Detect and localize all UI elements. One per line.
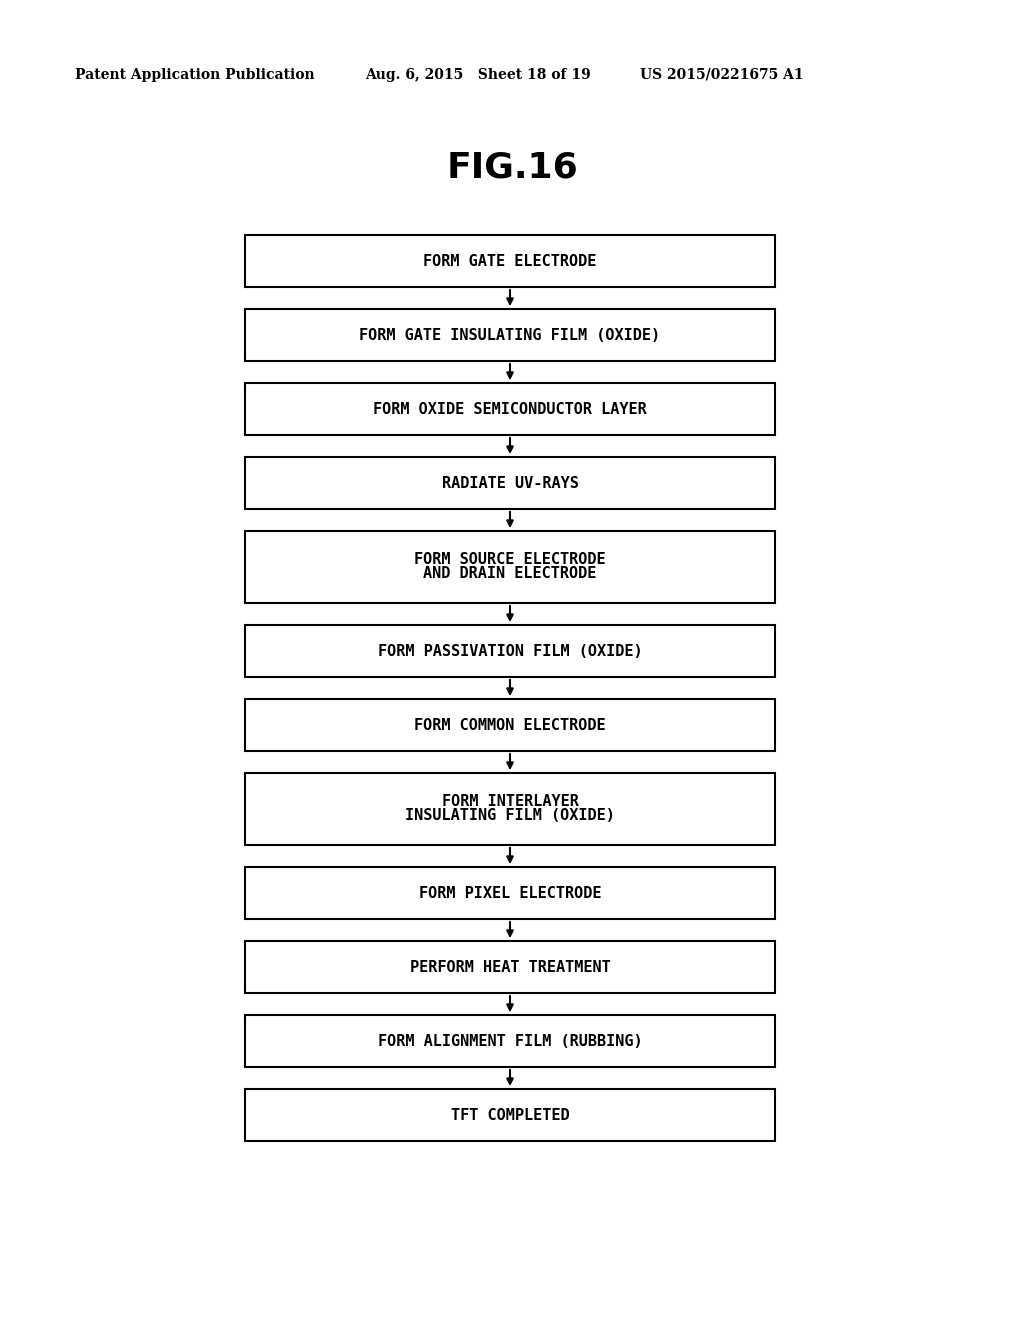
Bar	[245, 941, 775, 993]
Text: INSULATING FILM (OXIDE): INSULATING FILM (OXIDE)	[406, 808, 615, 824]
Bar	[245, 1089, 775, 1140]
Bar	[245, 624, 775, 677]
Text: FORM PASSIVATION FILM (OXIDE): FORM PASSIVATION FILM (OXIDE)	[378, 644, 642, 659]
Text: FORM SOURCE ELECTRODE: FORM SOURCE ELECTRODE	[414, 553, 606, 568]
Bar	[245, 1015, 775, 1067]
Text: RADIATE UV-RAYS: RADIATE UV-RAYS	[441, 475, 579, 491]
Text: Patent Application Publication: Patent Application Publication	[75, 69, 314, 82]
Text: FORM PIXEL ELECTRODE: FORM PIXEL ELECTRODE	[419, 886, 601, 900]
Text: AND DRAIN ELECTRODE: AND DRAIN ELECTRODE	[423, 566, 597, 582]
Bar	[245, 700, 775, 751]
Text: PERFORM HEAT TREATMENT: PERFORM HEAT TREATMENT	[410, 960, 610, 974]
Bar	[245, 867, 775, 919]
Text: TFT COMPLETED: TFT COMPLETED	[451, 1107, 569, 1122]
Text: FORM GATE INSULATING FILM (OXIDE): FORM GATE INSULATING FILM (OXIDE)	[359, 327, 660, 342]
Bar	[245, 235, 775, 286]
Bar	[245, 531, 775, 603]
Bar	[245, 309, 775, 360]
Text: FORM INTERLAYER: FORM INTERLAYER	[441, 795, 579, 809]
Text: FIG.16: FIG.16	[446, 150, 578, 185]
Text: FORM ALIGNMENT FILM (RUBBING): FORM ALIGNMENT FILM (RUBBING)	[378, 1034, 642, 1048]
Text: FORM COMMON ELECTRODE: FORM COMMON ELECTRODE	[414, 718, 606, 733]
Bar	[245, 383, 775, 436]
Text: US 2015/0221675 A1: US 2015/0221675 A1	[640, 69, 804, 82]
Bar	[245, 457, 775, 510]
Text: Aug. 6, 2015   Sheet 18 of 19: Aug. 6, 2015 Sheet 18 of 19	[365, 69, 591, 82]
Text: FORM GATE ELECTRODE: FORM GATE ELECTRODE	[423, 253, 597, 268]
Text: FORM OXIDE SEMICONDUCTOR LAYER: FORM OXIDE SEMICONDUCTOR LAYER	[373, 401, 647, 417]
Bar	[245, 774, 775, 845]
